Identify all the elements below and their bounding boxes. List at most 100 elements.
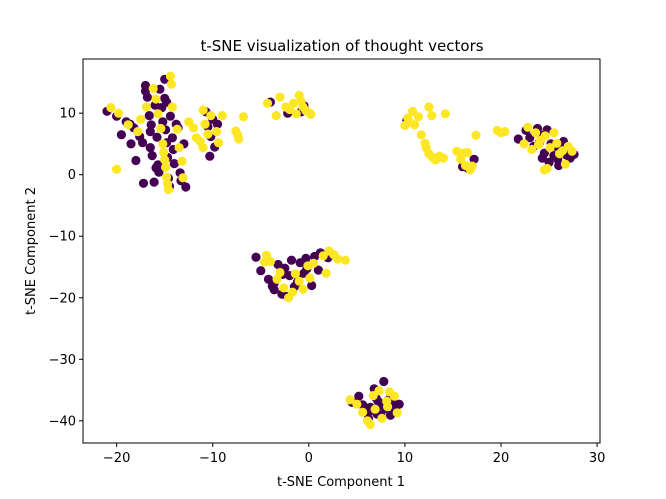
data-point-series-1-37 <box>169 159 179 169</box>
data-point-series-2-30 <box>198 105 208 115</box>
data-point-series-2-113 <box>471 130 481 140</box>
data-point-series-1-10 <box>138 138 148 148</box>
data-point-series-2-23 <box>174 143 184 153</box>
data-point-series-2-5 <box>133 127 143 137</box>
data-point-series-2-74 <box>275 267 285 278</box>
data-point-series-2-25 <box>178 173 188 183</box>
data-point-series-2-85 <box>389 391 399 401</box>
data-point-series-2-94 <box>413 112 423 122</box>
data-point-series-1-68 <box>286 255 297 265</box>
x-tick-label: −20 <box>103 451 130 466</box>
data-point-series-2-15 <box>161 162 171 172</box>
data-point-series-2-82 <box>377 413 387 423</box>
data-point-series-2-65 <box>305 273 315 283</box>
data-point-series-2-12 <box>158 139 168 149</box>
y-axis-label: t-SNE Component 2 <box>24 187 39 315</box>
data-point-series-2-43 <box>271 111 281 121</box>
data-point-series-1-100 <box>394 399 404 409</box>
data-point-series-2-18 <box>163 184 174 195</box>
data-point-series-1-62 <box>269 285 279 295</box>
data-point-series-1-35 <box>167 133 177 143</box>
data-point-series-2-95 <box>416 130 426 140</box>
data-point-series-2-14 <box>160 155 170 165</box>
y-axis-ticks: 10 0 −10 −20 −30 −40 <box>49 107 83 429</box>
data-point-series-1-8 <box>131 155 141 166</box>
data-point-series-2-21 <box>167 102 177 112</box>
data-point-series-1-14 <box>144 111 154 121</box>
data-point-series-1-63 <box>273 259 283 270</box>
plot-frame <box>82 58 601 444</box>
data-point-series-2-129 <box>560 159 571 169</box>
x-tick-label: 0 <box>305 451 313 466</box>
data-point-series-2-62 <box>294 276 304 286</box>
data-point-series-1-58 <box>251 252 261 262</box>
data-point-series-1-24 <box>155 84 165 94</box>
data-point-series-2-24 <box>177 156 187 166</box>
data-point-series-2-66 <box>309 258 319 268</box>
data-point-series-2-124 <box>545 143 555 153</box>
data-point-series-1-21 <box>152 132 162 142</box>
data-point-series-1-45 <box>151 163 161 173</box>
data-point-series-2-48 <box>291 109 301 119</box>
data-point-series-1-13 <box>142 92 152 102</box>
data-point-series-2-112 <box>467 161 477 171</box>
data-point-series-2-133 <box>539 165 549 175</box>
x-axis-ticks: −20 −10 0 10 20 30 <box>103 443 605 466</box>
data-point-series-1-94 <box>379 376 389 387</box>
data-point-series-2-87 <box>383 402 393 412</box>
data-point-series-2-33 <box>203 129 213 139</box>
data-point-series-2-86 <box>392 408 402 418</box>
data-point-series-2-61 <box>290 269 300 279</box>
data-point-series-2-9 <box>151 94 161 104</box>
data-point-series-2-19 <box>165 71 175 81</box>
data-point-series-2-31 <box>198 143 208 153</box>
data-point-series-2-110 <box>462 147 472 158</box>
data-point-series-1-84 <box>354 391 364 401</box>
data-point-series-2-76 <box>352 399 362 409</box>
data-point-series-2-20 <box>166 79 176 89</box>
data-point-series-2-3 <box>114 108 124 118</box>
data-point-series-2-73 <box>260 257 270 267</box>
data-point-series-2-81 <box>374 386 384 396</box>
data-point-series-2-2 <box>106 103 116 113</box>
data-point-series-2-40 <box>234 134 244 144</box>
data-point-series-1-17 <box>147 151 157 161</box>
data-point-series-2-58 <box>279 283 289 293</box>
points-layer <box>102 71 579 430</box>
data-point-series-1-76 <box>313 265 323 275</box>
data-point-series-2-120 <box>531 128 541 138</box>
data-point-series-2-122 <box>540 131 550 141</box>
data-point-series-1-74 <box>307 280 317 291</box>
data-point-series-2-116 <box>500 127 510 137</box>
data-point-series-2-54 <box>306 109 316 119</box>
y-tick-label: 10 <box>59 107 76 122</box>
data-point-series-2-36 <box>213 138 224 148</box>
data-point-series-2-77 <box>358 407 368 417</box>
data-point-series-1-59 <box>256 266 266 276</box>
data-point-series-2-8 <box>148 83 158 94</box>
y-tick-label: 0 <box>68 168 76 183</box>
data-point-series-1-18 <box>149 177 159 187</box>
data-point-series-2-71 <box>333 254 343 264</box>
data-point-series-2-92 <box>408 106 418 116</box>
y-tick-label: −20 <box>49 291 76 306</box>
y-tick-label: −40 <box>49 414 76 429</box>
data-point-series-1-16 <box>145 143 155 153</box>
data-point-series-2-126 <box>552 138 562 148</box>
data-point-series-1-114 <box>539 148 549 158</box>
data-point-series-2-13 <box>159 147 169 158</box>
data-point-series-1-15 <box>145 127 155 137</box>
data-point-series-1-44 <box>138 178 149 188</box>
data-point-series-2-117 <box>519 139 529 149</box>
data-point-series-2-35 <box>212 127 222 137</box>
data-point-series-2-60 <box>287 287 298 297</box>
data-point-series-2-27 <box>188 123 199 133</box>
data-point-series-1-6 <box>126 139 136 149</box>
data-point-series-2-1 <box>112 164 122 174</box>
data-point-series-2-4 <box>123 120 133 130</box>
x-tick-label: 10 <box>397 451 414 466</box>
x-tick-label: −10 <box>199 451 226 466</box>
data-point-series-1-34 <box>165 111 175 121</box>
chart-title: t-SNE visualization of thought vectors <box>200 37 483 55</box>
